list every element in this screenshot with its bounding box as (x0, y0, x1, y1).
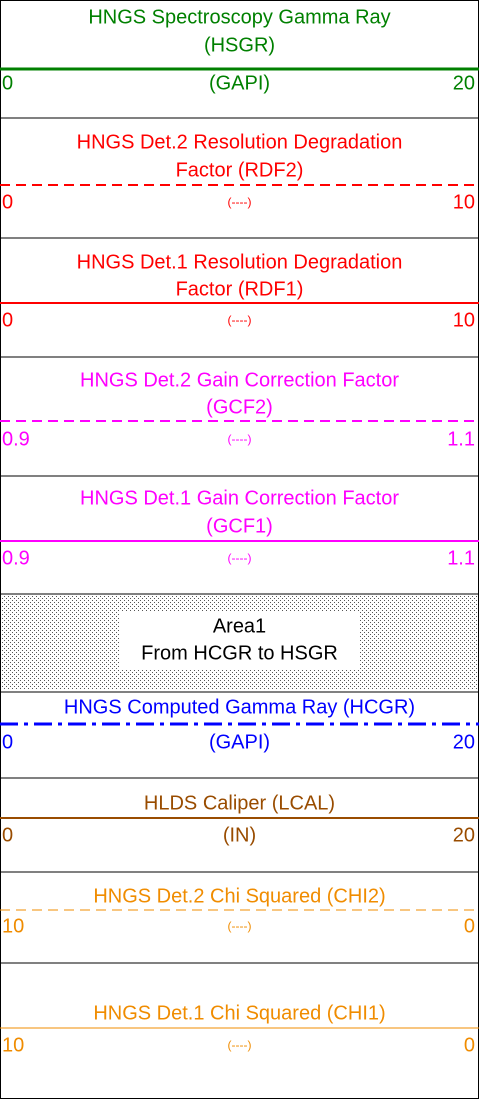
fill-label: Area1 (213, 615, 266, 637)
scale-left: 0 (2, 309, 13, 331)
curve-unit: (IN) (223, 824, 256, 846)
curve-unit: (----) (228, 551, 252, 565)
scale-right: 20 (453, 731, 475, 753)
scale-right: 1.1 (447, 547, 475, 569)
scale-left: 0 (2, 731, 13, 753)
curve-title: HNGS Det.1 Resolution Degradation (77, 251, 403, 273)
curve-unit: (----) (228, 313, 252, 327)
scale-left: 10 (2, 1034, 24, 1056)
curve-unit: (----) (228, 432, 252, 446)
scale-left: 10 (2, 915, 24, 937)
scale-right: 1.1 (447, 428, 475, 450)
curve-title: HLDS Caliper (LCAL) (144, 792, 335, 814)
curve-title: Factor (RDF2) (176, 159, 304, 181)
curve-title: HNGS Det.2 Chi Squared (CHI2) (93, 885, 385, 907)
curve-unit: (----) (228, 1038, 252, 1052)
curve-title: (GCF1) (206, 515, 273, 537)
scale-right: 20 (453, 72, 475, 94)
scale-right: 0 (464, 915, 475, 937)
scale-right: 20 (453, 824, 475, 846)
curve-title: Factor (RDF1) (176, 278, 304, 300)
curve-title: HNGS Det.2 Resolution Degradation (77, 131, 403, 153)
scale-left: 0 (2, 72, 13, 94)
curve-unit: (GAPI) (209, 72, 270, 94)
curve-title: HNGS Det.1 Gain Correction Factor (80, 487, 399, 509)
scale-right: 10 (453, 309, 475, 331)
curve-unit: (----) (228, 195, 252, 209)
fill-label: From HCGR to HSGR (141, 642, 338, 664)
curve-title: (GCF2) (206, 396, 273, 418)
scale-left: 0.9 (2, 547, 30, 569)
scale-left: 0 (2, 191, 13, 213)
scale-right: 10 (453, 191, 475, 213)
curve-unit: (----) (228, 919, 252, 933)
fill-label-box (120, 611, 360, 670)
scale-right: 0 (464, 1034, 475, 1056)
curve-title: HNGS Det.1 Chi Squared (CHI1) (93, 1002, 385, 1024)
curve-title: HNGS Det.2 Gain Correction Factor (80, 369, 399, 391)
curve-title: HNGS Computed Gamma Ray (HCGR) (64, 696, 415, 718)
curve-title: (HSGR) (204, 34, 275, 56)
scale-left: 0 (2, 824, 13, 846)
curve-title: HNGS Spectroscopy Gamma Ray (88, 6, 390, 28)
scale-left: 0.9 (2, 428, 30, 450)
curve-unit: (GAPI) (209, 731, 270, 753)
